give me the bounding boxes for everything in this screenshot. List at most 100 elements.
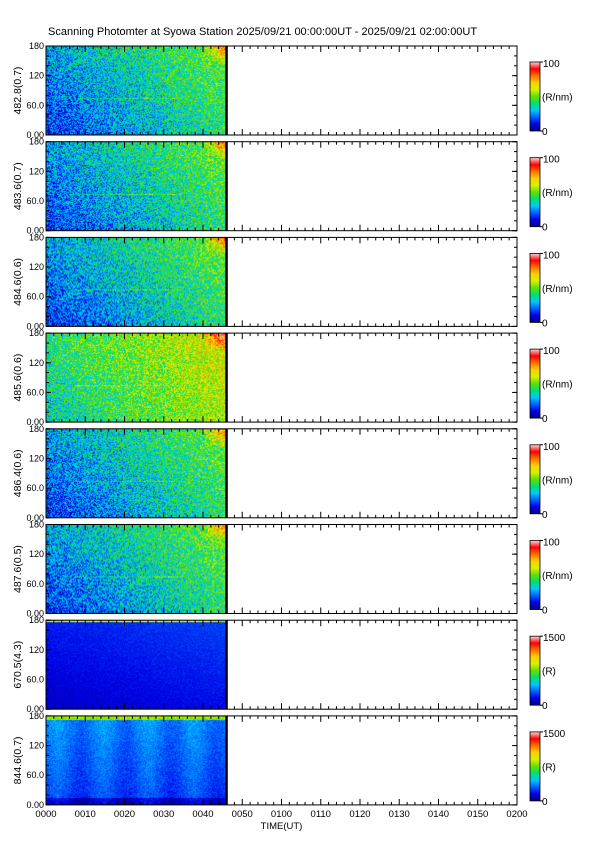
colorbar-max-label: 1500 [543, 633, 566, 644]
y-tick-label: 180 [29, 137, 44, 147]
panel-6: 0.00 60.0 120 180 487.6(0.5) 100 (R/nm) 0 [12, 520, 573, 619]
x-tick-label: 0140 [428, 809, 449, 820]
colorbar-unit-label: (R/nm) [542, 93, 573, 104]
panel-2: 0.00 60.0 120 180 483.6(0.7) 100 (R/nm) 0 [12, 137, 573, 236]
y-tick-label: 60.0 [26, 579, 44, 589]
x-tick-label: 0020 [114, 809, 135, 820]
x-axis-label: TIME(UT) [261, 821, 303, 832]
colorbar-max-label: 100 [543, 346, 560, 357]
panel-label: 483.6(0.7) [12, 162, 24, 210]
colorbar-unit-label: (R) [542, 667, 556, 678]
heatmap-image [46, 428, 227, 518]
y-tick-label: 180 [29, 615, 44, 625]
y-tick-label: 120 [29, 741, 44, 751]
panel-1: 0.00 60.0 120 180 482.8(0.7) 100 (R/nm) 0 [12, 41, 573, 140]
y-tick-label: 0.00 [26, 417, 44, 427]
panel-4: 0.00 60.0 120 180 485.6(0.6) 100 (R/nm) 0 [12, 328, 573, 427]
y-tick-label: 60.0 [26, 100, 44, 110]
heatmap-image [46, 237, 227, 327]
colorbar-max-label: 100 [543, 155, 560, 166]
y-tick-label: 0.00 [26, 130, 44, 140]
y-tick-label: 60.0 [26, 292, 44, 302]
y-tick-label: 180 [29, 232, 44, 242]
x-tick-label: 0150 [467, 809, 488, 820]
colorbar [529, 444, 541, 515]
colorbar-min-label: 0 [542, 318, 548, 329]
y-tick-label: 120 [29, 166, 44, 176]
chart-title: Scanning Photomter at Syowa Station 2025… [48, 26, 478, 38]
y-tick-label: 0.00 [26, 226, 44, 236]
colorbar-unit-label: (R) [542, 762, 556, 773]
y-tick-label: 120 [29, 262, 44, 272]
colorbar-unit-label: (R/nm) [542, 571, 573, 582]
y-tick-label: 180 [29, 711, 44, 721]
colorbar-unit-label: (R/nm) [542, 188, 573, 199]
y-tick-label: 60.0 [26, 483, 44, 493]
colorbar-max-label: 1500 [543, 729, 566, 740]
heatmap-image [46, 333, 227, 423]
panel-label: 844.6(0.7) [12, 736, 24, 784]
x-tick-label: 0040 [192, 809, 213, 820]
colorbar-unit-label: (R/nm) [542, 475, 573, 486]
panel-5: 0.00 60.0 120 180 486.4(0.6) 100 (R/nm) 0 [12, 424, 573, 523]
colorbar-max-label: 100 [543, 59, 560, 70]
colorbar-unit-label: (R/nm) [542, 380, 573, 391]
colorbar-min-label: 0 [542, 701, 548, 712]
colorbar-max-label: 100 [543, 538, 560, 549]
heatmap-image [46, 141, 227, 231]
panel-label: 485.6(0.6) [12, 354, 24, 402]
y-tick-label: 120 [29, 549, 44, 559]
panel-label: 670.5(4.3) [12, 641, 24, 689]
colorbar-unit-label: (R/nm) [542, 284, 573, 295]
panel-label: 484.6(0.6) [12, 258, 24, 306]
heatmap-image [46, 715, 227, 805]
y-tick-label: 0.00 [26, 321, 44, 331]
x-tick-label: 0200 [506, 809, 527, 820]
y-tick-label: 60.0 [26, 196, 44, 206]
heatmap-image [46, 46, 227, 135]
panel-7: 0.00 60.0 120 180 670.5(4.3) 1500 (R) 0 [12, 615, 566, 714]
panel-3: 0.00 60.0 120 180 484.6(0.6) 100 (R/nm) 0 [12, 232, 573, 331]
colorbar [529, 61, 541, 132]
y-tick-label: 60.0 [26, 770, 44, 780]
panel-label: 486.4(0.6) [12, 449, 24, 497]
colorbar [529, 540, 541, 610]
y-tick-label: 0.00 [26, 609, 44, 619]
colorbar [529, 252, 541, 323]
colorbar-max-label: 100 [543, 250, 560, 261]
x-tick-label: 0030 [153, 809, 174, 820]
y-tick-label: 180 [29, 328, 44, 338]
colorbar-max-label: 100 [543, 442, 560, 453]
y-tick-label: 180 [29, 41, 44, 51]
y-tick-label: 180 [29, 520, 44, 530]
colorbar [529, 731, 541, 802]
x-tick-label: 0110 [311, 809, 331, 820]
y-tick-label: 120 [29, 453, 44, 463]
panel-8: 0.00 60.0 120 180 844.6(0.7) 1500 (R) 0 [12, 711, 566, 810]
colorbar-min-label: 0 [542, 223, 548, 234]
x-tick-label: 0050 [232, 809, 253, 820]
colorbar-min-label: 0 [542, 510, 548, 521]
x-tick-label: 0000 [35, 809, 56, 820]
colorbar [529, 635, 541, 706]
y-tick-label: 120 [29, 71, 44, 81]
heatmap-image [46, 620, 227, 710]
colorbar-min-label: 0 [542, 127, 548, 138]
x-tick-label: 0130 [389, 809, 410, 820]
y-tick-label: 0.00 [26, 704, 44, 714]
x-tick-label: 0100 [271, 809, 292, 820]
colorbar-min-label: 0 [542, 414, 548, 425]
panel-label: 487.6(0.5) [12, 545, 24, 593]
y-tick-label: 120 [29, 358, 44, 368]
y-tick-label: 0.00 [26, 800, 44, 810]
y-tick-label: 120 [29, 645, 44, 655]
x-tick-label: 0120 [349, 809, 370, 820]
colorbar [529, 157, 541, 228]
y-tick-label: 0.00 [26, 513, 44, 523]
colorbar [529, 348, 541, 419]
y-tick-label: 60.0 [26, 675, 44, 685]
y-tick-label: 60.0 [26, 387, 44, 397]
colorbar-min-label: 0 [542, 797, 548, 808]
x-tick-label: 0010 [75, 809, 96, 820]
